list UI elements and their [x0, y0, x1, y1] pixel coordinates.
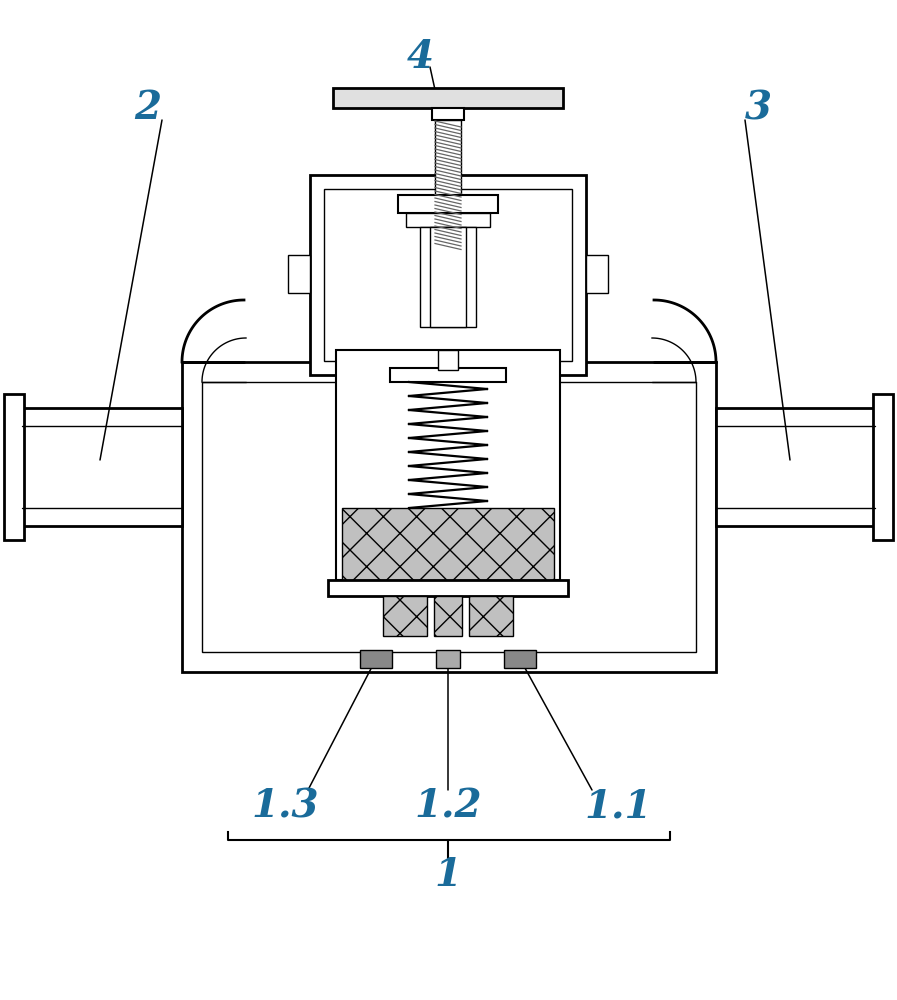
- Bar: [360, 650, 392, 668]
- Bar: [182, 362, 716, 672]
- Bar: [310, 175, 586, 375]
- Text: 1.3: 1.3: [251, 787, 318, 825]
- Bar: [434, 596, 462, 636]
- Bar: [420, 227, 476, 327]
- Bar: [430, 227, 466, 327]
- Bar: [438, 350, 458, 370]
- Bar: [398, 195, 498, 213]
- Bar: [873, 394, 893, 540]
- Bar: [22, 408, 182, 526]
- Bar: [469, 596, 513, 636]
- Bar: [390, 368, 506, 382]
- Bar: [4, 394, 24, 540]
- Text: 1: 1: [434, 856, 461, 894]
- Bar: [342, 508, 554, 580]
- Bar: [324, 189, 572, 361]
- Bar: [432, 108, 464, 120]
- Bar: [436, 650, 460, 668]
- Bar: [406, 213, 490, 227]
- Text: 2: 2: [135, 89, 161, 127]
- Text: 1.1: 1.1: [584, 787, 652, 825]
- Bar: [336, 350, 560, 580]
- Bar: [435, 120, 461, 248]
- Bar: [716, 408, 875, 526]
- Text: 4: 4: [406, 38, 433, 76]
- Bar: [288, 255, 310, 293]
- Bar: [383, 596, 427, 636]
- Bar: [586, 255, 608, 293]
- Bar: [333, 88, 563, 108]
- Text: 1.2: 1.2: [414, 787, 482, 825]
- Bar: [202, 382, 696, 652]
- Bar: [504, 650, 536, 668]
- Bar: [328, 580, 568, 596]
- Text: 3: 3: [745, 89, 771, 127]
